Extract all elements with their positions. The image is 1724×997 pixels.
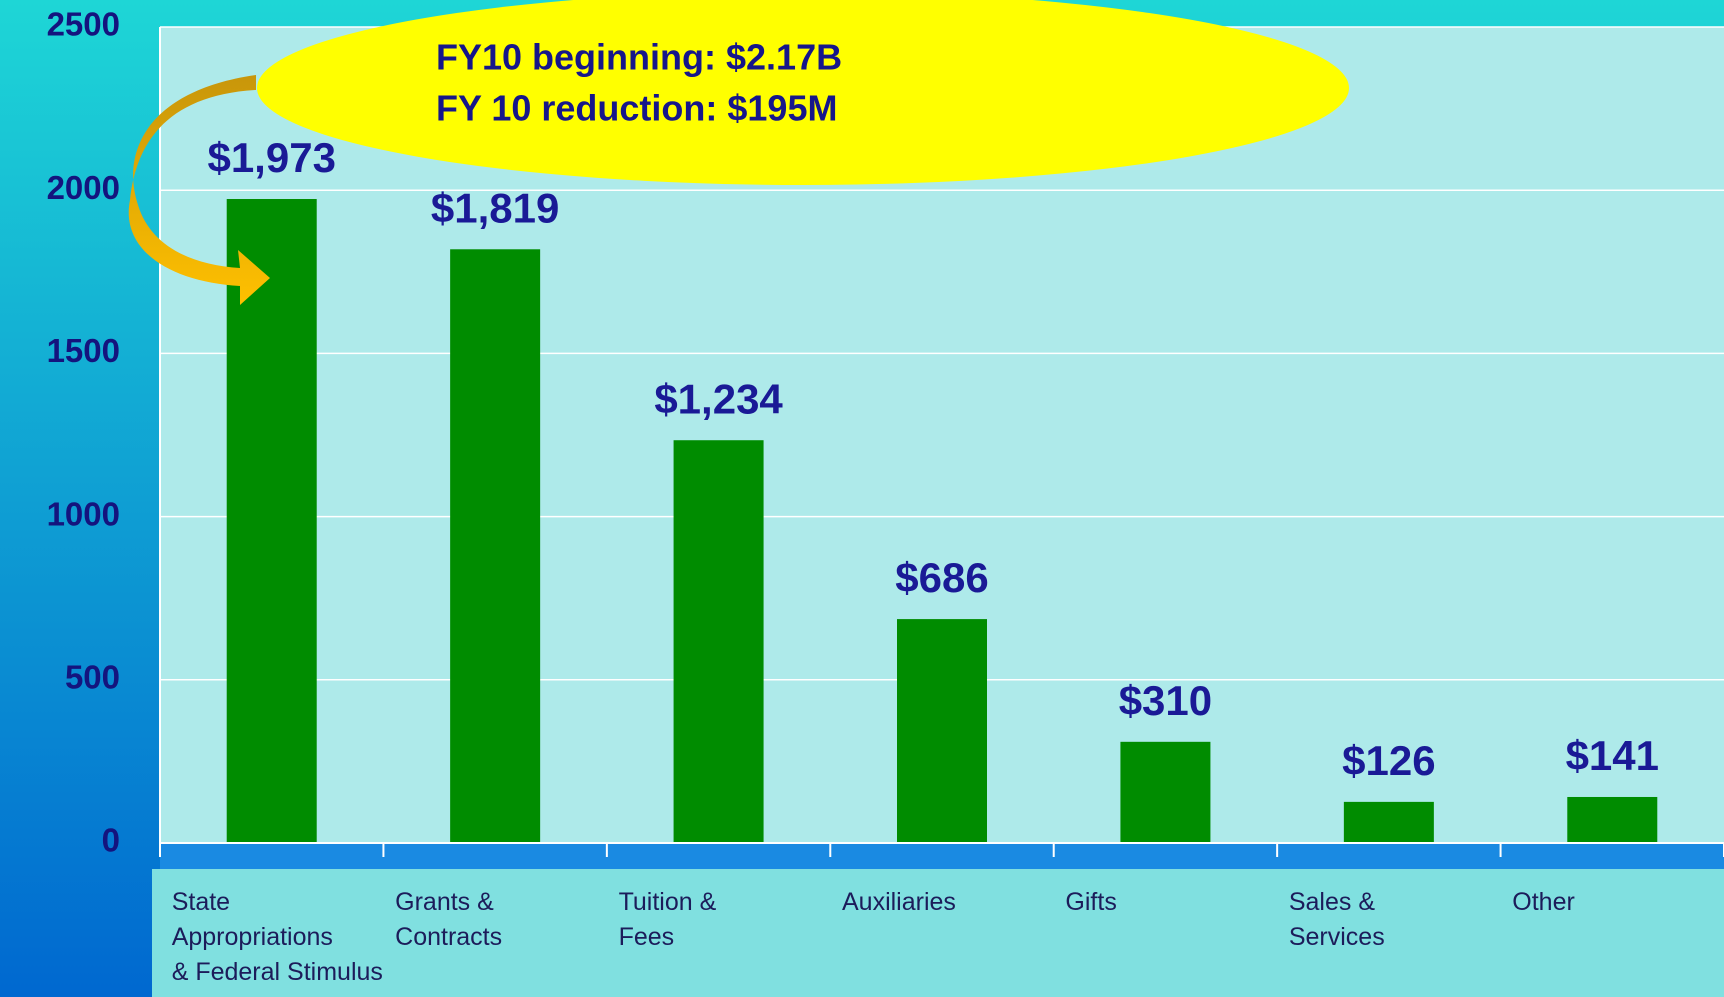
annotation: FY10 beginning: $2.17B bbox=[436, 37, 842, 78]
bar bbox=[897, 619, 987, 843]
bar bbox=[673, 440, 764, 843]
bar bbox=[1343, 801, 1434, 843]
value-label: $141 bbox=[1566, 732, 1659, 779]
annotation: FY 10 reduction: $195M bbox=[436, 88, 837, 129]
bar bbox=[1567, 796, 1658, 843]
y-tick-label: 500 bbox=[65, 659, 120, 696]
bar bbox=[226, 199, 317, 843]
x-tick-label: Other bbox=[1512, 888, 1575, 916]
value-label: $686 bbox=[895, 554, 988, 601]
arrow bbox=[128, 75, 270, 305]
value-label: $1,234 bbox=[654, 375, 783, 422]
x-tick-label: Sales & Services bbox=[1289, 888, 1385, 951]
y-tick-label: 1000 bbox=[47, 495, 120, 532]
value-label: $1,819 bbox=[431, 184, 559, 231]
x-tick-label: Auxiliaries bbox=[842, 888, 956, 916]
x-tick-label: State Appropriations & Federal Stimulus bbox=[172, 888, 383, 986]
value-label: $310 bbox=[1119, 677, 1212, 724]
category-box bbox=[152, 869, 1724, 997]
value-label: $1,973 bbox=[207, 134, 335, 181]
bar bbox=[450, 249, 541, 844]
x-tick-label: Gifts bbox=[1065, 888, 1116, 916]
y-tick-label: 2500 bbox=[47, 6, 120, 43]
y-tick-label: 1500 bbox=[47, 332, 120, 369]
y-tick-label: 0 bbox=[102, 822, 120, 859]
x-tick-label: Tuition & Fees bbox=[619, 888, 717, 951]
callout bbox=[257, 0, 1349, 185]
value-label: $126 bbox=[1342, 737, 1435, 784]
axis-strip bbox=[160, 843, 1724, 869]
x-tick-label: Grants & Contracts bbox=[395, 888, 502, 951]
y-tick-label: 2000 bbox=[47, 169, 120, 206]
bar bbox=[1120, 741, 1211, 843]
